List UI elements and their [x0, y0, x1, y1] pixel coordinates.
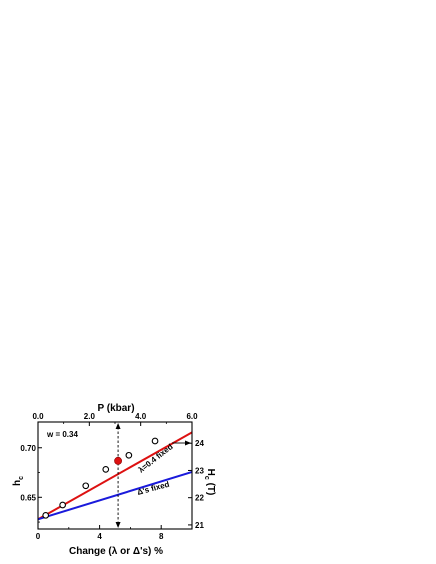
left-tick-label-0: 0.65 — [20, 493, 36, 502]
y-right-sub: c — [203, 476, 210, 480]
marker-arrow-up — [115, 423, 121, 429]
w-label: w = 0.34 — [46, 430, 78, 439]
top-tick-label-3: 6.0 — [186, 412, 198, 421]
right-tick-label-1: 22 — [195, 494, 204, 503]
highlight-point — [114, 456, 122, 465]
y-right-unit: (T) — [205, 480, 216, 496]
marker-arrow-down — [115, 522, 121, 528]
x-axis-title-bottom: Change (λ or Δ's) % — [69, 546, 163, 557]
data-point-1 — [59, 501, 66, 509]
svg-text:Hc (T): Hc (T) — [203, 469, 216, 496]
data-point-5 — [151, 437, 159, 445]
left-tick-label-1: 0.70 — [20, 444, 36, 453]
y-axis-title-right: Hc (T) — [203, 469, 216, 496]
right-tick-label-3: 24 — [195, 439, 204, 448]
blue-line-annotation: Δ's fixed — [136, 480, 170, 497]
top-tick-label-0: 0.0 — [32, 412, 44, 421]
bottom-tick-label-2: 8 — [159, 532, 164, 541]
top-tick-label-1: 2.0 — [84, 412, 96, 421]
bottom-tick-label-1: 4 — [97, 532, 102, 541]
top-tick-label-2: 4.0 — [135, 412, 147, 421]
y-axis-title-left: hc — [12, 476, 25, 486]
plot-area: 0 4 8 0.0 2.0 4.0 6.0 0.65 0.70 21 22 23 24 — [20, 412, 204, 541]
data-point-3 — [102, 466, 110, 473]
series-line-1 — [38, 471, 192, 521]
y-left-sub: c — [18, 476, 25, 480]
red-line-annotation: λ=0.4 fixed — [137, 442, 175, 474]
right-tick-label-0: 21 — [195, 521, 204, 530]
y-right-main: H — [205, 469, 216, 476]
bottom-tick-label-0: 0 — [36, 532, 41, 541]
data-point-4 — [125, 451, 133, 459]
data-point-2 — [82, 482, 90, 490]
x-axis-title-top: P (kbar) — [97, 403, 134, 414]
data-point-0 — [42, 511, 50, 519]
y-left-main: h — [12, 480, 23, 486]
right-tick-label-2: 23 — [195, 466, 204, 475]
svg-text:hc: hc — [12, 476, 25, 486]
